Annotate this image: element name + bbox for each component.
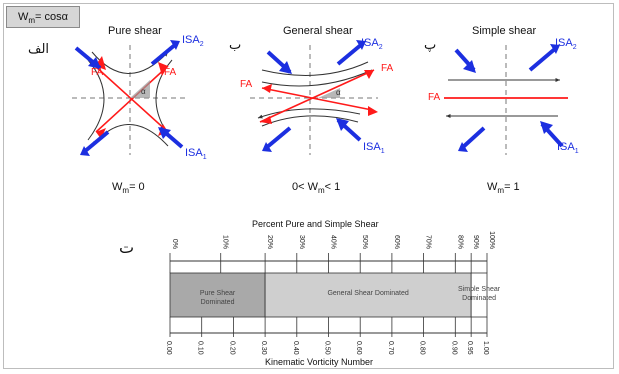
- fa-label: FA: [240, 79, 253, 90]
- bottom-tick-label: 0.80: [419, 341, 426, 355]
- top-tick-label: 50%: [361, 235, 368, 249]
- panel-title-general-shear: General shear: [283, 25, 353, 37]
- simple-shear-diagram: [444, 44, 568, 155]
- bottom-tick-label: 0.30: [260, 341, 267, 355]
- top-tick-label: 60%: [393, 235, 400, 249]
- bottom-tick-label: 0.90: [450, 341, 457, 355]
- isa1-label: ISA1: [363, 141, 385, 156]
- wm-value-general: 0< Wm< 1: [292, 181, 341, 196]
- vorticity-scale: Pure Shear Dominated General Shear Dominat…: [165, 231, 501, 355]
- top-tick-label: 10%: [222, 235, 229, 249]
- pure-shear-diagram: α: [72, 40, 188, 156]
- general-shear-diagram: α: [250, 40, 378, 155]
- flow-line: [87, 59, 105, 141]
- isa-arrow: [150, 42, 178, 66]
- bottom-tick-label: 0.70: [387, 341, 394, 355]
- region-label: Simple Shear Dominated: [458, 286, 501, 302]
- region-2: [470, 272, 488, 318]
- isa2-label: ISA2: [182, 34, 204, 49]
- isa1-label: ISA1: [557, 141, 579, 156]
- bottom-tick-label: 0.40: [292, 341, 299, 355]
- bottom-tick-label: 0.60: [355, 341, 362, 355]
- top-tick-label: 90%: [472, 235, 479, 249]
- bottom-tick-label: 0.95: [466, 341, 473, 355]
- panel-letter-pe: پ: [424, 38, 437, 53]
- wm-value-simple: Wm= 1: [487, 181, 520, 196]
- figure-frame: [3, 3, 614, 369]
- bottom-tick-label: 0.50: [324, 341, 331, 355]
- region-label: Pure Shear Dominated: [200, 290, 236, 306]
- scale-letter-te: ت: [119, 238, 135, 257]
- panel-title-pure-shear: Pure shear: [108, 25, 162, 37]
- isa1-label: ISA1: [185, 147, 207, 162]
- wm-value-pure: Wm= 0: [112, 181, 145, 196]
- panel-letter-alef: الف: [28, 42, 50, 57]
- alpha-label: α: [141, 87, 146, 96]
- top-tick-label: 0%: [171, 239, 178, 249]
- bottom-tick-label: 1.00: [482, 341, 489, 355]
- region-label: General Shear Dominated: [327, 290, 408, 297]
- top-tick-label: 80%: [456, 235, 463, 249]
- top-tick-label: 100%: [488, 231, 495, 249]
- scale-bottom-title: Kinematic Vorticity Number: [265, 357, 374, 367]
- scale-top-title: Percent Pure and Simple Shear: [252, 219, 379, 229]
- shear-diagrams: α α: [72, 40, 568, 156]
- panel-letter-be: ب: [229, 38, 242, 53]
- top-tick-label: 30%: [298, 235, 305, 249]
- bottom-tick-label: 0.20: [228, 341, 235, 355]
- top-tick-label: 70%: [425, 235, 432, 249]
- bottom-tick-label: 0.10: [197, 341, 204, 355]
- isa-arrow: [82, 130, 110, 154]
- isa2-label: ISA2: [555, 37, 577, 52]
- fa-label: FA: [164, 67, 177, 78]
- fa-label: FA: [381, 63, 394, 74]
- top-tick-label: 40%: [330, 235, 337, 249]
- isa2-label: ISA2: [361, 37, 383, 52]
- flow-apophysis-line: [95, 65, 169, 133]
- svg-text:α: α: [336, 88, 341, 97]
- fa-label: FA: [428, 92, 441, 103]
- top-tick-label: 20%: [266, 235, 273, 249]
- region-1: [264, 272, 472, 318]
- wm-definition-box: Wm= cosα: [6, 6, 80, 28]
- panel-title-simple-shear: Simple shear: [472, 25, 537, 37]
- bottom-tick-label: 0.00: [165, 341, 172, 355]
- fa-label: FA: [91, 67, 104, 78]
